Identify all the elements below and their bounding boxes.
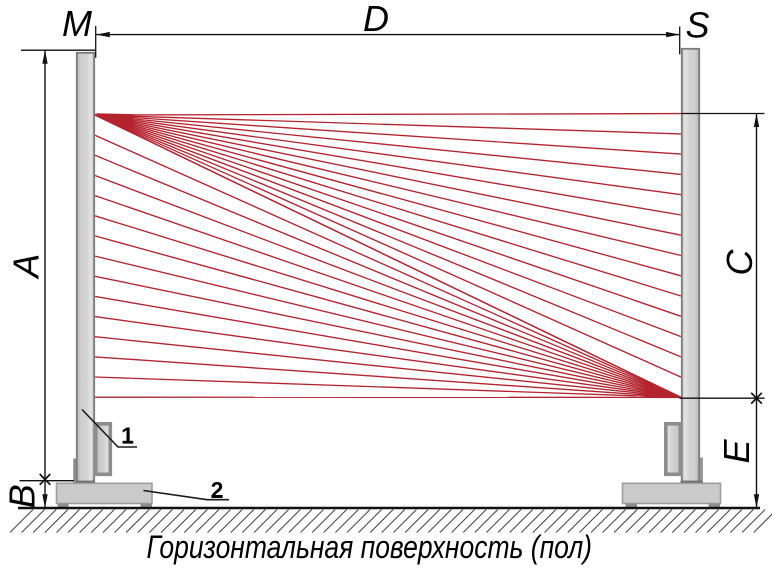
- svg-text:E: E: [716, 439, 757, 464]
- svg-text:A: A: [6, 254, 47, 280]
- svg-text:2: 2: [211, 477, 224, 503]
- svg-text:D: D: [363, 0, 389, 39]
- svg-text:S: S: [685, 4, 709, 45]
- svg-text:C: C: [719, 249, 760, 276]
- svg-text:1: 1: [121, 423, 134, 449]
- svg-text:B: B: [1, 484, 42, 508]
- svg-text:M: M: [62, 3, 92, 44]
- svg-text:Горизонтальная поверхность (по: Горизонтальная поверхность (пол): [147, 529, 593, 565]
